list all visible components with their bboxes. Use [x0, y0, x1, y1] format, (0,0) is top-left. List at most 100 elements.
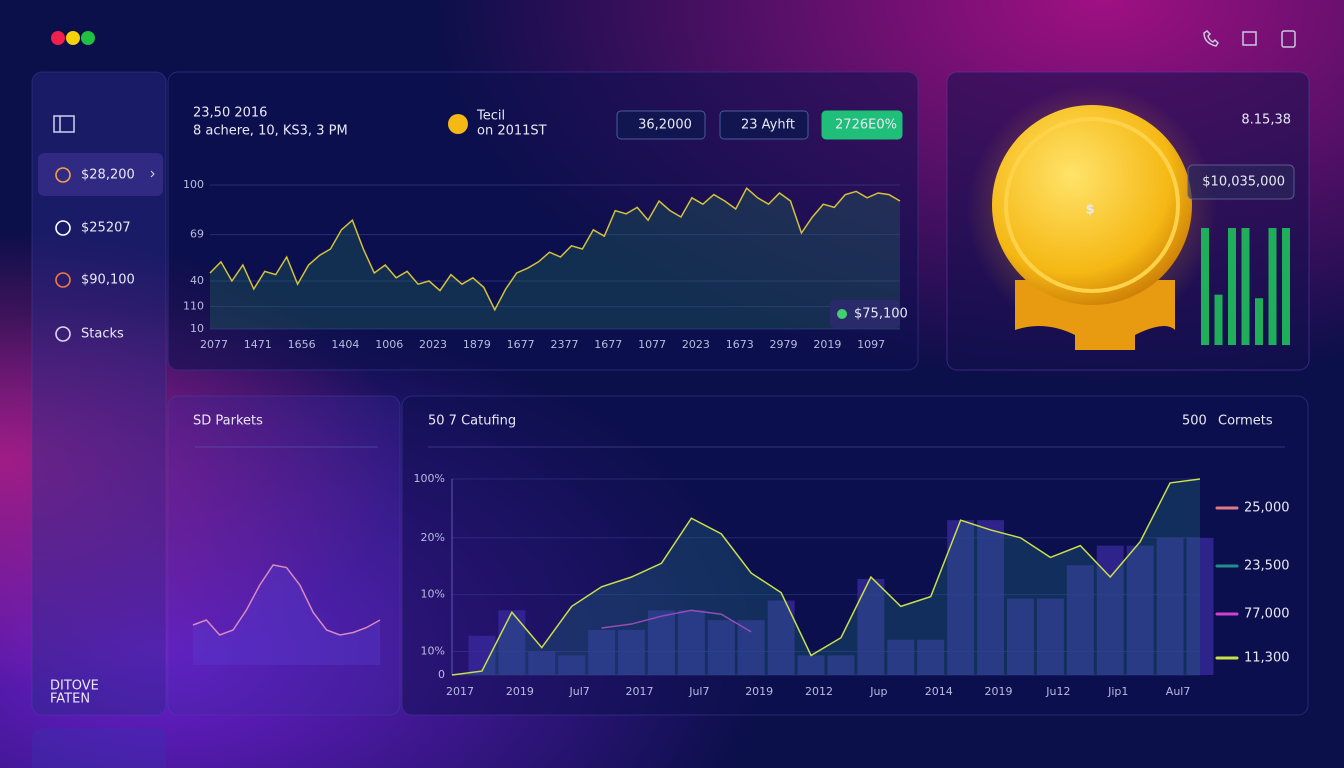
line	[192, 564, 381, 636]
bar	[947, 520, 975, 675]
panel	[167, 71, 919, 371]
area-fill	[210, 188, 900, 329]
x-tick-label: 2017	[626, 685, 654, 698]
x-tick-label: 1077	[638, 338, 666, 351]
coin	[992, 105, 1192, 305]
line	[601, 609, 752, 633]
clipboard-icon[interactable]	[1281, 30, 1296, 48]
coin-rim	[1004, 117, 1180, 293]
x-tick-label: 2019	[745, 685, 773, 698]
bar	[1007, 598, 1034, 675]
button[interactable]	[821, 110, 903, 140]
legend-label: 23,500	[1244, 559, 1290, 574]
legend-label: 25,000	[1244, 501, 1290, 516]
line	[209, 187, 901, 312]
item-icon[interactable]	[55, 326, 71, 342]
bar	[677, 610, 705, 675]
bar	[887, 639, 915, 675]
count: 500	[1182, 414, 1207, 429]
badge-label: $75,100	[854, 307, 908, 322]
x-tick-label: 2979	[770, 338, 798, 351]
x-tick-label: 2023	[419, 338, 447, 351]
sidebar-active	[38, 153, 163, 196]
window-maximize[interactable]	[81, 31, 95, 45]
x-tick-label: 2077	[200, 338, 228, 351]
sidebar-item[interactable]: Stacks	[81, 327, 124, 342]
bar	[1186, 537, 1214, 675]
button[interactable]	[719, 110, 809, 140]
y-tick-label: 100	[183, 178, 204, 191]
value-box	[1187, 164, 1295, 200]
bar	[1126, 545, 1154, 675]
y-tick-label: 69	[190, 228, 204, 241]
sidebar-item[interactable]: $25207	[81, 221, 131, 236]
chart-title: 23,50 2016	[193, 106, 267, 121]
button-label[interactable]: 36,2000	[638, 118, 692, 133]
item-icon[interactable]	[55, 272, 71, 288]
x-tick-label: 1656	[288, 338, 316, 351]
bar	[1214, 294, 1223, 345]
y-tick-label: 10%	[421, 644, 445, 657]
x-tick-label: 1404	[331, 338, 359, 351]
y-tick-label: 10%	[421, 588, 445, 601]
doc-icon[interactable]	[1242, 31, 1257, 46]
x-tick-label: 1471	[244, 338, 272, 351]
sidebar-item[interactable]: $28,200	[81, 168, 135, 183]
legend-label: 11,300	[1244, 651, 1290, 666]
item-icon[interactable]	[55, 220, 71, 236]
bar	[827, 655, 855, 675]
x-tick-label: 2019	[985, 685, 1013, 698]
chart-title: SD Parkets	[193, 414, 263, 429]
button-label[interactable]: 2726E0%	[835, 118, 897, 133]
window-close[interactable]	[51, 31, 65, 45]
x-tick-label: 1677	[507, 338, 535, 351]
x-tick-label: 2019	[813, 338, 841, 351]
bar	[1241, 228, 1250, 345]
x-tick-label: 1097	[857, 338, 885, 351]
button-label[interactable]: 23 Ayhft	[741, 118, 795, 133]
button[interactable]	[616, 110, 706, 140]
x-tick-label: 1006	[375, 338, 403, 351]
area-fill	[452, 479, 1200, 675]
badge-dot	[837, 309, 847, 319]
x-tick-label: 1673	[726, 338, 754, 351]
bar	[647, 610, 675, 675]
value-label: $10,035,000	[1202, 175, 1285, 190]
bar	[528, 651, 556, 675]
x-tick-label: Jup	[869, 685, 887, 698]
x-tick-label: 2014	[925, 685, 953, 698]
item-icon[interactable]	[55, 167, 71, 183]
x-tick-label: Jul7	[569, 685, 590, 698]
sidebar-item[interactable]: $90,100	[81, 273, 135, 288]
bar	[917, 639, 945, 675]
y-tick-label: 110	[183, 300, 204, 313]
x-tick-label: Aul7	[1166, 685, 1191, 698]
x-tick-label: Ju12	[1045, 685, 1070, 698]
big-number: 8.15,38	[1241, 113, 1291, 128]
chevron[interactable]	[150, 170, 155, 178]
x-tick-label: 2023	[682, 338, 710, 351]
coin-symbol: $	[1085, 203, 1094, 218]
x-tick-label: 2017	[446, 685, 474, 698]
bar	[977, 520, 1005, 675]
phone-icon[interactable]	[1203, 30, 1219, 47]
x-tick-label: 1677	[594, 338, 622, 351]
y-tick-label: 20%	[421, 531, 445, 544]
window-minimize[interactable]	[66, 31, 80, 45]
y-tick-label: 0	[438, 668, 445, 681]
bar	[618, 629, 645, 675]
bar	[1201, 228, 1209, 345]
x-tick-label: 1879	[463, 338, 491, 351]
sidebar	[31, 71, 167, 716]
menu-icon[interactable]	[53, 115, 75, 133]
y-tick-label: 100%	[414, 472, 445, 485]
sidebar-stub	[32, 728, 166, 768]
legend-sublabel: on 2011ST	[477, 124, 547, 139]
badge	[830, 300, 900, 328]
count-label: Cormets	[1218, 414, 1273, 429]
bar	[588, 629, 616, 675]
y-tick-label: 40	[190, 274, 204, 287]
bar	[797, 655, 825, 675]
